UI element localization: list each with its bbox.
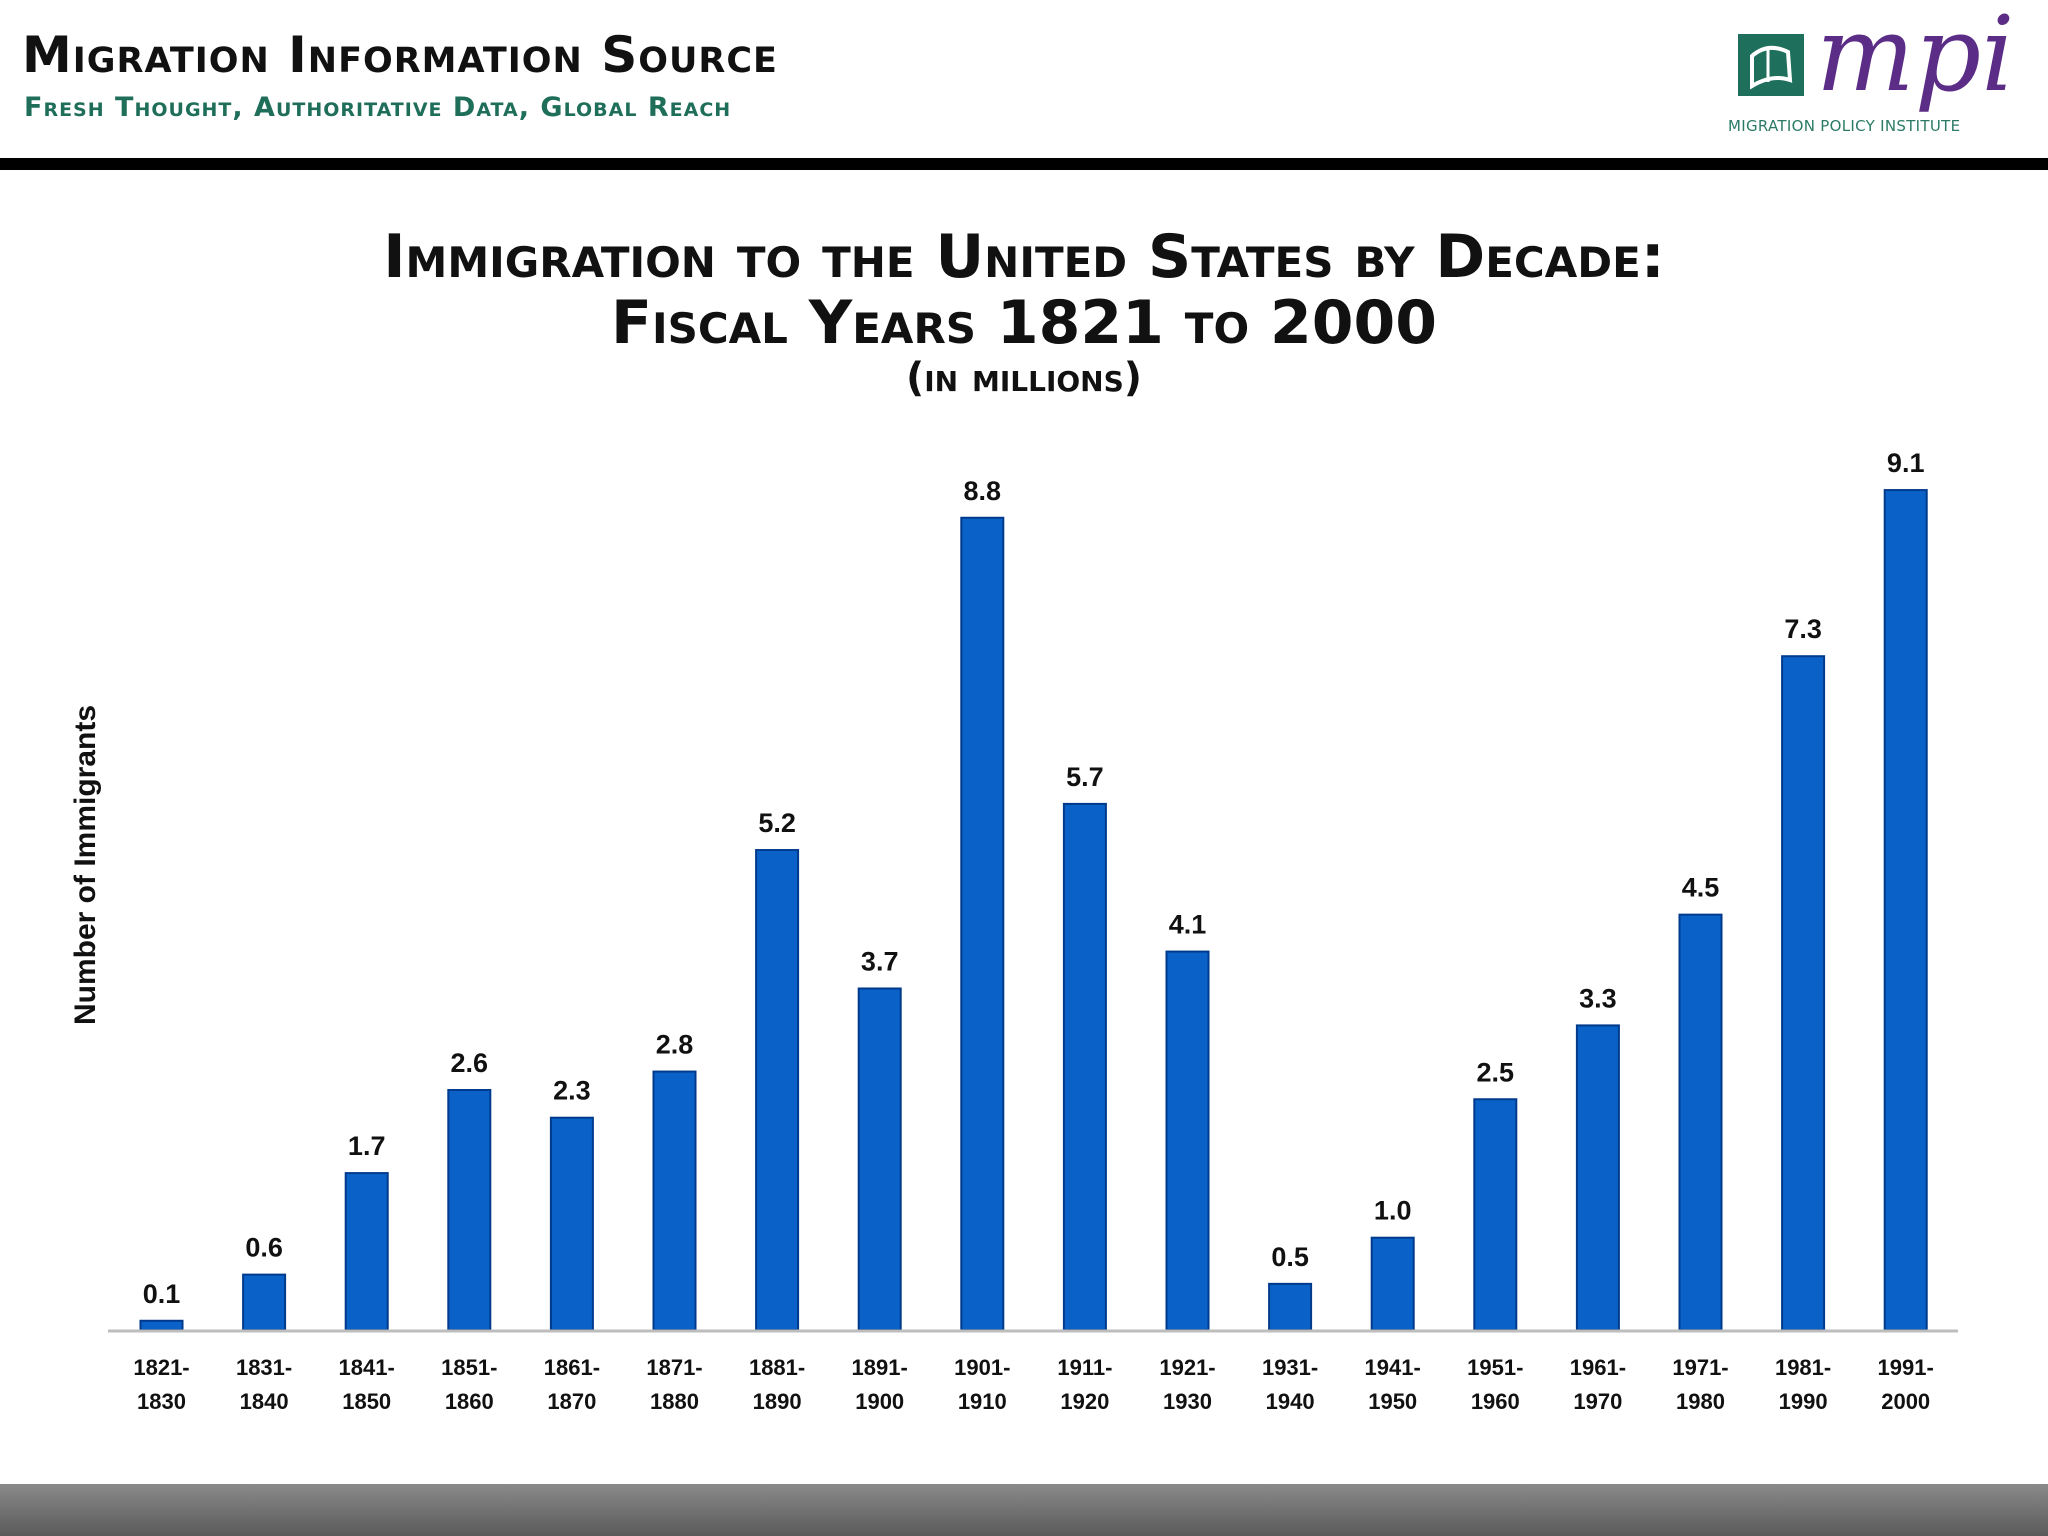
site-title: Migration Information Source	[22, 26, 778, 84]
data-label: 9.1	[1887, 448, 1925, 478]
data-label: 2.8	[656, 1030, 694, 1060]
chart-title-line2: Fiscal Years 1821 to 2000	[610, 288, 1438, 358]
chart-subtitle: (in millions)	[905, 355, 1143, 401]
category-label-start: 1961-	[1570, 1355, 1626, 1380]
data-label: 4.5	[1682, 873, 1720, 903]
category-label-end: 1840	[240, 1389, 289, 1414]
data-label: 5.2	[758, 808, 796, 838]
bar-1821-1830	[139, 1319, 184, 1332]
bar-1831-1840	[242, 1273, 287, 1331]
category-label-end: 1890	[753, 1389, 802, 1414]
bar-1951-1960	[1473, 1098, 1518, 1331]
category-label-end: 1880	[650, 1389, 699, 1414]
bars-group	[139, 489, 1928, 1332]
category-label-end: 1900	[855, 1389, 904, 1414]
category-label-end: 1970	[1573, 1389, 1622, 1414]
data-label: 0.5	[1271, 1242, 1309, 1272]
bar-1881-1890	[755, 849, 800, 1331]
y-axis-label: Number of Immigrants	[69, 705, 102, 1025]
bar-1941-1950	[1370, 1236, 1415, 1331]
bar-1911-1920	[1062, 802, 1107, 1331]
data-label: 2.3	[553, 1076, 591, 1106]
bar-1961-1970	[1575, 1024, 1620, 1332]
category-label-end: 1930	[1163, 1389, 1212, 1414]
bar-1981-1990	[1781, 655, 1826, 1331]
category-label-start: 1971-	[1672, 1355, 1728, 1380]
value-labels-group: 0.1 0.6 1.7 2.6 2.3 2.8 5.2 3.7 8.8 5.7 4.1 0.5 1.0 2…	[143, 448, 1925, 1309]
category-label-start: 1901-	[954, 1355, 1010, 1380]
bar-1841-1850	[344, 1172, 389, 1331]
category-label-end: 1960	[1471, 1389, 1520, 1414]
data-label: 8.8	[964, 476, 1002, 506]
data-label: 0.1	[143, 1279, 181, 1309]
page-header: Migration Information Source Fresh Thoug…	[0, 0, 2048, 158]
data-label: 4.1	[1169, 910, 1207, 940]
chart-title: Immigration to the United States by Deca…	[383, 222, 1665, 292]
category-label-end: 1990	[1779, 1389, 1828, 1414]
footer-band	[0, 1484, 2048, 1536]
category-label-start: 1951-	[1467, 1355, 1523, 1380]
data-label: 5.7	[1066, 762, 1104, 792]
category-label-start: 1991-	[1878, 1355, 1934, 1380]
logo-subtitle: MIGRATION POLICY INSTITUTE	[1728, 117, 1961, 135]
category-label-end: 1870	[547, 1389, 596, 1414]
bar-1871-1880	[652, 1070, 697, 1332]
site-tagline: Fresh Thought, Authoritative Data, Globa…	[24, 92, 732, 123]
category-label-start: 1981-	[1775, 1355, 1831, 1380]
data-label: 2.6	[451, 1048, 489, 1078]
category-label-start: 1891-	[852, 1355, 908, 1380]
category-label-start: 1841-	[339, 1355, 395, 1380]
category-label-end: 1860	[445, 1389, 494, 1414]
logo-text: mpi	[1816, 0, 2015, 115]
data-label: 3.7	[861, 946, 899, 976]
category-label-start: 1871-	[646, 1355, 702, 1380]
category-label-start: 1851-	[441, 1355, 497, 1380]
category-label-end: 2000	[1881, 1389, 1930, 1414]
data-label: 2.5	[1477, 1057, 1515, 1087]
logo-mark-icon	[1738, 34, 1804, 96]
category-label-end: 1950	[1368, 1389, 1417, 1414]
category-label-start: 1831-	[236, 1355, 292, 1380]
bar-1891-1900	[857, 987, 902, 1331]
bar-1991-2000	[1883, 489, 1928, 1331]
category-label-end: 1980	[1676, 1389, 1725, 1414]
data-label: 3.3	[1579, 983, 1617, 1013]
category-labels-group: 1821- 1830 1831- 1840 1841- 1850 1851- 1860 1861…	[133, 1355, 1933, 1414]
category-label-start: 1921-	[1159, 1355, 1215, 1380]
category-label-end: 1940	[1266, 1389, 1315, 1414]
category-label-end: 1920	[1060, 1389, 1109, 1414]
bar-1971-1980	[1678, 913, 1723, 1332]
category-label-end: 1910	[958, 1389, 1007, 1414]
category-label-start: 1861-	[544, 1355, 600, 1380]
category-label-start: 1931-	[1262, 1355, 1318, 1380]
bar-1921-1930	[1165, 950, 1210, 1331]
category-label-start: 1941-	[1365, 1355, 1421, 1380]
category-label-start: 1881-	[749, 1355, 805, 1380]
mpi-logo: mpi MIGRATION POLICY INSTITUTE	[1722, 2, 2034, 144]
category-label-start: 1911-	[1057, 1355, 1112, 1380]
bar-1931-1940	[1268, 1282, 1313, 1331]
category-label-start: 1821-	[133, 1355, 189, 1380]
bar-chart: 0.1 0.6 1.7 2.6 2.3 2.8 5.2 3.7 8.8 5.7 4.1 0.5 1.0 2…	[69, 448, 1958, 1414]
bar-1851-1860	[447, 1089, 492, 1332]
data-label: 0.6	[245, 1233, 283, 1263]
category-label-end: 1850	[342, 1389, 391, 1414]
data-label: 1.7	[348, 1131, 386, 1161]
data-label: 7.3	[1784, 614, 1822, 644]
bar-1861-1870	[549, 1116, 594, 1331]
category-label-end: 1830	[137, 1389, 186, 1414]
data-label: 1.0	[1374, 1196, 1412, 1226]
bar-1901-1910	[960, 516, 1005, 1331]
header-divider	[0, 158, 2048, 170]
